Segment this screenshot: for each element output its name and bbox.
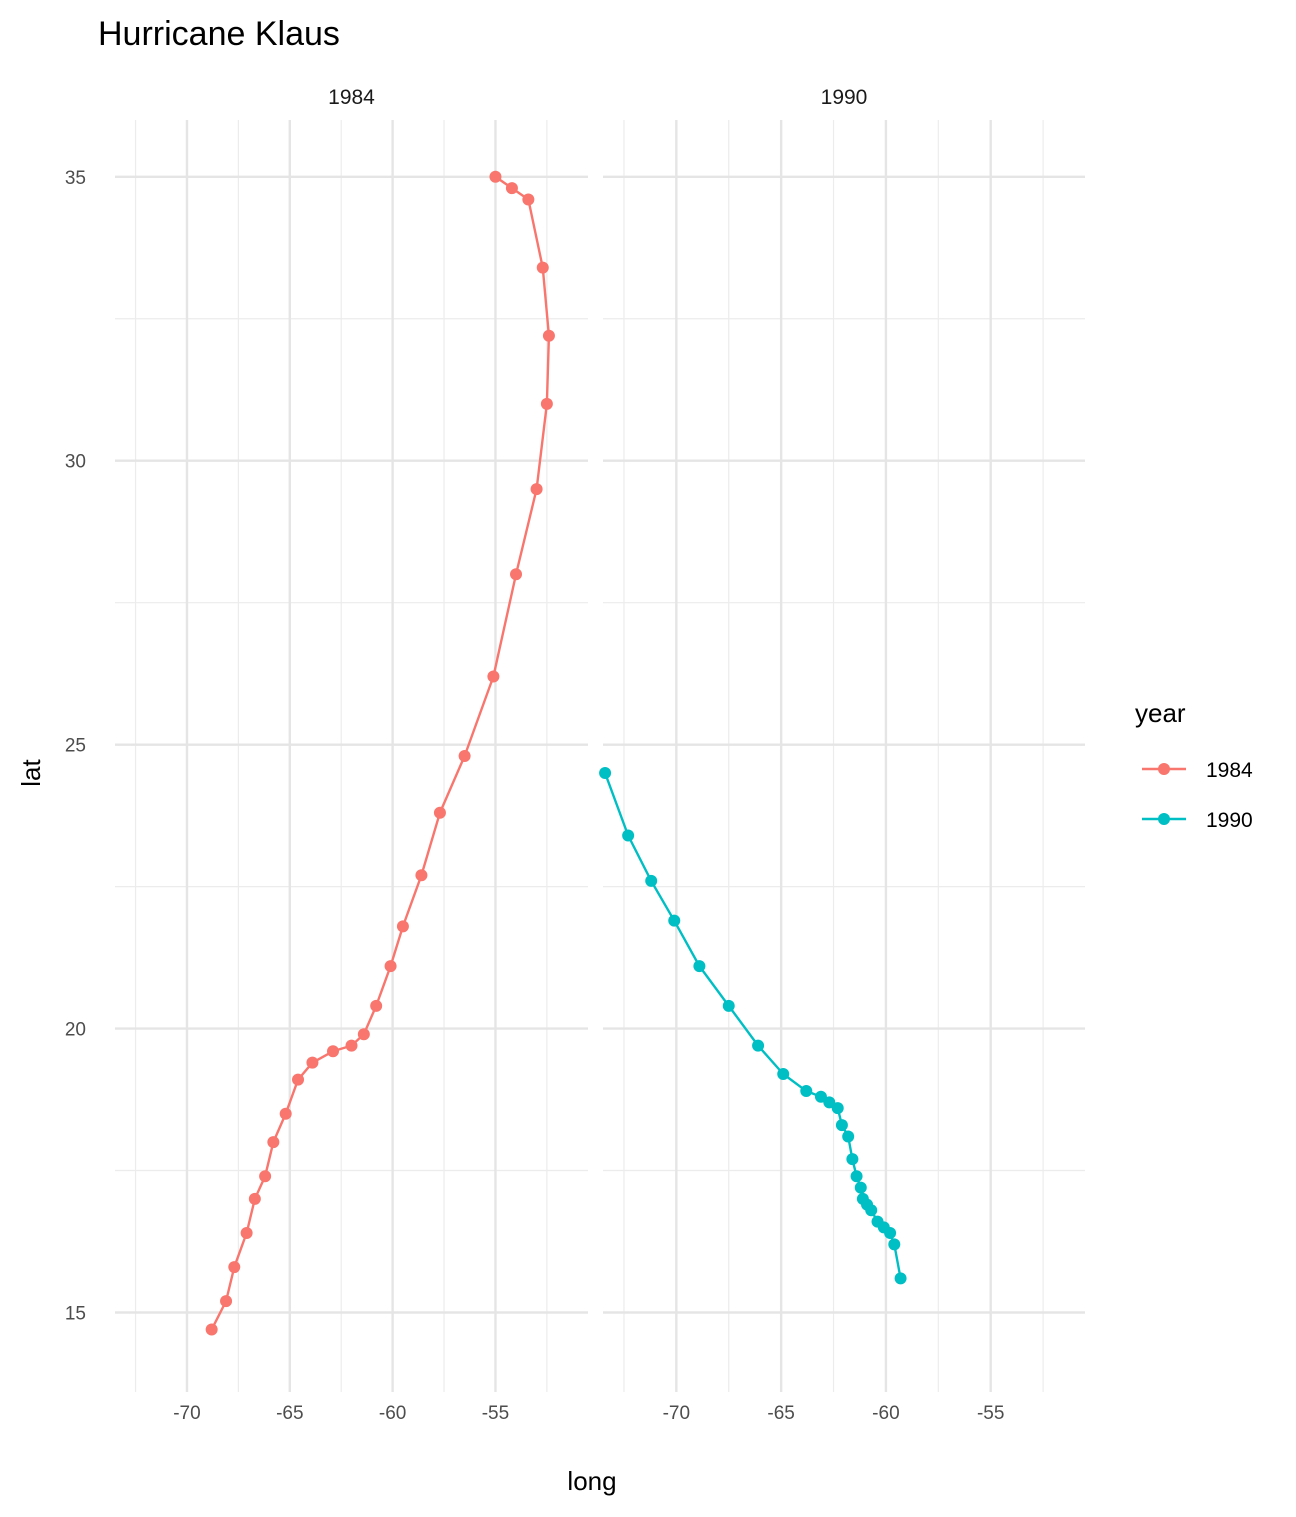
series-line-1990 — [603, 772, 902, 1279]
chart-title: Hurricane Klaus — [98, 15, 340, 53]
data-point — [693, 960, 706, 973]
data-point — [645, 874, 658, 887]
data-point — [384, 960, 397, 973]
data-point — [279, 1107, 292, 1120]
data-point — [487, 670, 500, 683]
facet-label: 1984 — [328, 86, 375, 109]
y-axis-label: lat — [16, 758, 46, 786]
data-point — [599, 767, 612, 780]
y-tick-label: 30 — [65, 452, 86, 473]
panel-1990: 1990 -70 -65 -60 -55 — [599, 86, 1085, 1424]
legend: year 1984 1990 — [1135, 698, 1253, 832]
panels: 1984 -70 -65 -60 -55 1990 -70 -65 -60 -55 15 20 25 30… — [65, 86, 1085, 1424]
legend-title: year — [1135, 698, 1186, 728]
data-point — [220, 1295, 233, 1308]
x-tick-label: -70 — [173, 1403, 200, 1424]
y-tick-label: 35 — [65, 168, 86, 189]
data-point — [370, 999, 383, 1012]
data-point — [433, 806, 446, 819]
y-tick-label: 20 — [65, 1020, 86, 1041]
data-point — [240, 1227, 253, 1239]
legend-items: 1984 1990 — [1142, 759, 1253, 832]
data-point — [800, 1085, 813, 1098]
data-point — [622, 829, 635, 842]
gridlines — [115, 120, 588, 1392]
data-point — [777, 1068, 790, 1080]
data-point — [884, 1227, 897, 1239]
data-point — [345, 1039, 358, 1052]
data-point — [831, 1102, 844, 1115]
data-point — [814, 1090, 827, 1103]
x-tick-label: -70 — [663, 1403, 690, 1424]
data-point — [536, 261, 549, 274]
data-point — [522, 193, 535, 206]
data-point — [846, 1153, 859, 1166]
x-tick-label: -65 — [276, 1403, 303, 1424]
data-point — [823, 1096, 836, 1109]
legend-key-point — [1158, 813, 1170, 825]
x-axis-label: long — [567, 1466, 616, 1496]
data-point — [510, 568, 523, 581]
data-point — [489, 170, 502, 183]
x-tick-label: -60 — [379, 1403, 406, 1424]
data-point — [458, 750, 471, 762]
legend-key-point — [1158, 763, 1170, 775]
data-point — [888, 1238, 901, 1251]
legend-item-1984: 1984 — [1142, 759, 1253, 782]
data-point — [722, 999, 735, 1012]
data-point — [267, 1136, 280, 1149]
data-point — [259, 1170, 272, 1183]
data-point — [854, 1181, 867, 1194]
data-point — [835, 1119, 848, 1132]
legend-label: 1984 — [1206, 759, 1253, 782]
data-point — [326, 1045, 339, 1058]
data-point — [292, 1073, 305, 1086]
data-point — [228, 1261, 241, 1274]
data-point — [205, 1323, 218, 1336]
y-axis: 15 20 25 30 35 — [65, 168, 86, 1325]
y-tick-label: 25 — [65, 736, 86, 757]
data-point — [865, 1204, 878, 1217]
data-point — [542, 329, 555, 342]
x-tick-label: -60 — [872, 1403, 899, 1424]
data-point — [540, 397, 553, 410]
x-tick-label: -55 — [977, 1403, 1004, 1424]
y-tick-label: 15 — [65, 1304, 86, 1325]
x-tick-label: -65 — [767, 1403, 794, 1424]
data-point — [842, 1130, 855, 1143]
facet-label: 1990 — [821, 86, 868, 109]
data-point — [505, 182, 518, 195]
data-point — [850, 1170, 863, 1183]
legend-item-1990: 1990 — [1142, 809, 1253, 832]
panel-1984: 1984 -70 -65 -60 -55 — [115, 86, 588, 1424]
legend-label: 1990 — [1206, 809, 1253, 832]
data-point — [357, 1028, 370, 1041]
data-point — [894, 1272, 907, 1285]
data-point — [248, 1192, 261, 1205]
data-point — [668, 914, 681, 927]
gridlines — [603, 120, 1085, 1392]
data-point — [415, 869, 428, 882]
data-point — [530, 483, 543, 496]
data-point — [396, 920, 409, 933]
data-point — [306, 1056, 319, 1069]
series-line-1984 — [210, 175, 551, 1331]
x-tick-label: -55 — [482, 1403, 509, 1424]
data-point — [752, 1039, 765, 1052]
